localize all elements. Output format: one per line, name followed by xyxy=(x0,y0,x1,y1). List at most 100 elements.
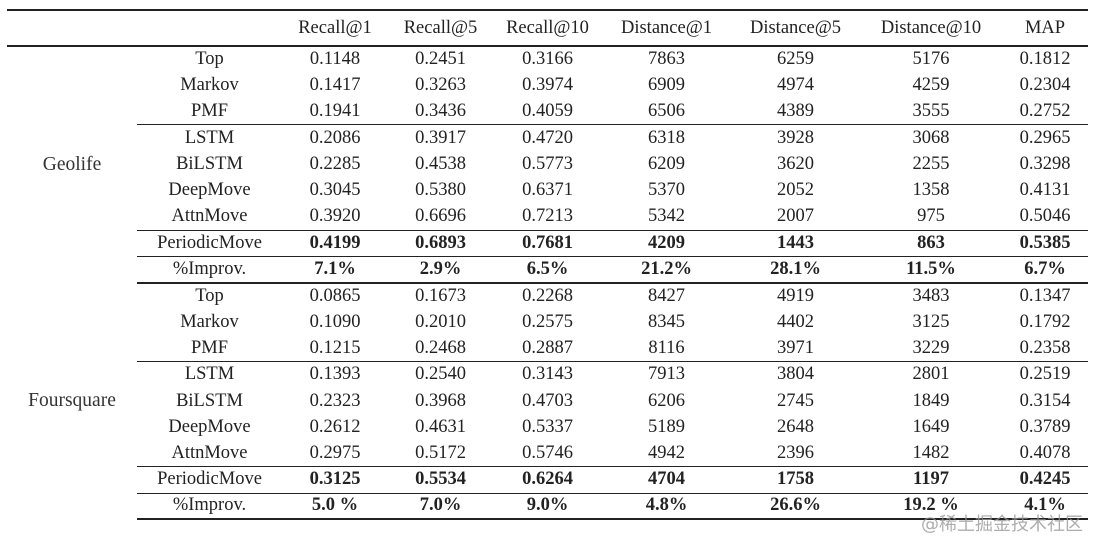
metric-value: 0.2975 xyxy=(309,442,361,463)
table-row: AttnMove 0.3920 0.6696 0.7213 5342 2007 975 0.5… xyxy=(7,204,1088,230)
table-row: DeepMove 0.2612 0.4631 0.5337 5189 2648 1649 0.… xyxy=(7,414,1088,440)
metric-value: 4919 xyxy=(777,285,814,306)
metric-value: 3068 xyxy=(860,124,1002,152)
table-row: Geolife Top 0.1148 0.2451 0.3166 7863 6259 5176… xyxy=(7,46,1088,175)
metric-value: 2052 xyxy=(777,180,814,201)
metric-value: 28.1% xyxy=(731,255,860,284)
metric-value: 9.0% xyxy=(493,492,602,521)
table-row: PMF 0.1941 0.3436 0.4059 6506 4389 3555 0.2752 xyxy=(7,99,1088,125)
metric-value: 0.2451 xyxy=(415,49,466,70)
header-blank-method xyxy=(137,9,282,47)
table-body: Geolife Top 0.1148 0.2451 0.3166 7863 6259 5176… xyxy=(7,46,1088,521)
metric-value: 0.3298 xyxy=(1019,153,1071,174)
metric-value: 1649 xyxy=(912,416,950,437)
metric-value: 0.2612 xyxy=(309,416,361,437)
metric-value: 3555 xyxy=(912,100,950,121)
table-row: BiLSTM 0.2323 0.3968 0.4703 6206 2745 1849 0.31… xyxy=(7,388,1088,414)
metric-value: 0.2519 xyxy=(1002,361,1088,388)
table-row: Markov 0.1417 0.3263 0.3974 6909 4974 4259 0.23… xyxy=(7,72,1088,98)
metric-value: 0.5337 xyxy=(522,416,573,437)
metric-value: 7.0% xyxy=(388,492,493,521)
header-blank-dataset xyxy=(7,9,137,47)
metric-value: 4.8% xyxy=(602,492,731,521)
method-label: Markov xyxy=(180,74,239,95)
metric-value: 5370 xyxy=(648,180,685,201)
metric-value: 3971 xyxy=(777,337,814,358)
metric-value: 0.3789 xyxy=(1019,416,1071,437)
metric-value: 0.3968 xyxy=(415,390,466,411)
metric-value: 0.4199 xyxy=(282,229,388,257)
metric-value: 863 xyxy=(860,229,1002,257)
table-row: BiLSTM 0.2285 0.4538 0.5773 6209 3620 2255 0.32… xyxy=(7,151,1088,177)
metric-value: 5342 xyxy=(648,206,685,227)
method-label: %Improv. xyxy=(137,492,282,521)
metric-value: 0.3917 xyxy=(388,124,493,152)
method-label: DeepMove xyxy=(168,180,251,201)
metric-value: 4402 xyxy=(777,311,814,332)
metric-value: 3620 xyxy=(777,153,814,174)
metric-value: 3928 xyxy=(731,124,860,152)
metric-value: 0.4538 xyxy=(415,153,466,174)
method-label: PMF xyxy=(190,100,229,121)
metric-value: 0.1347 xyxy=(1019,285,1071,306)
metric-value: 0.1393 xyxy=(282,361,388,388)
metric-value: 0.4078 xyxy=(1019,442,1071,463)
metric-value: 2396 xyxy=(777,442,814,463)
method-label: BiLSTM xyxy=(176,390,243,411)
metric-value: 0.1792 xyxy=(1019,311,1071,332)
metric-value: 6259 xyxy=(777,49,814,70)
method-label: Top xyxy=(195,285,224,306)
metric-value: 11.5% xyxy=(860,255,1002,284)
metric-value: 0.2086 xyxy=(282,124,388,152)
table-row: AttnMove 0.2975 0.5172 0.5746 4942 2396 1482 0.… xyxy=(7,440,1088,466)
table-row: %Improv. 5.0 % 7.0% 9.0% 4.8% 26.6% 19.2 % 4.1% xyxy=(7,492,1088,521)
metric-value: 3125 xyxy=(912,311,950,332)
header-map: MAP xyxy=(1002,9,1088,47)
metric-value: 0.2304 xyxy=(1019,74,1071,95)
metric-value: 5176 xyxy=(912,49,950,70)
metric-value: 0.2887 xyxy=(522,337,573,358)
metric-value: 4259 xyxy=(912,74,950,95)
metric-value: 4389 xyxy=(777,100,814,121)
metric-value: 0.7681 xyxy=(493,229,602,257)
metric-value: 5189 xyxy=(648,416,685,437)
method-label: LSTM xyxy=(137,124,282,152)
metric-value: 0.5380 xyxy=(415,180,466,201)
metric-value: 0.2358 xyxy=(1019,337,1071,358)
metric-value: 6909 xyxy=(648,74,685,95)
metric-value: 8116 xyxy=(648,337,685,358)
metric-value: 0.5172 xyxy=(415,442,466,463)
dataset-label: Geolife xyxy=(42,153,102,175)
metric-value: 0.6264 xyxy=(493,466,602,494)
metric-value: 2.9% xyxy=(388,255,493,284)
metric-value: 21.2% xyxy=(602,255,731,284)
metric-value: 0.3974 xyxy=(522,74,573,95)
table-row: LSTM 0.2086 0.3917 0.4720 6318 3928 3068 0.2965 xyxy=(7,124,1088,152)
metric-value: 2801 xyxy=(860,361,1002,388)
metric-value: 0.3154 xyxy=(1019,390,1071,411)
results-table: Recall@1 Recall@5 Recall@10 Distance@1 Dista… xyxy=(7,9,1088,521)
metric-value: 6.5% xyxy=(493,255,602,284)
method-label: LSTM xyxy=(137,361,282,388)
metric-value: 0.3436 xyxy=(415,100,466,121)
table-row: DeepMove 0.3045 0.5380 0.6371 5370 2052 1358 0.… xyxy=(7,177,1088,203)
metric-value: 7.1% xyxy=(282,255,388,284)
metric-value: 4704 xyxy=(602,466,731,494)
table-row: PeriodicMove 0.3125 0.5534 0.6264 4704 1758 11… xyxy=(7,466,1088,494)
method-label: PeriodicMove xyxy=(137,229,282,257)
metric-value: 0.5746 xyxy=(522,442,573,463)
method-label: Top xyxy=(195,49,224,70)
table-row: Foursquare Top 0.0865 0.1673 0.2268 8427 4919 3… xyxy=(7,283,1088,411)
metric-value: 0.1090 xyxy=(309,311,361,332)
table-row: %Improv. 7.1% 2.9% 6.5% 21.2% 28.1% 11.5% 6.7% xyxy=(7,255,1088,284)
metric-value: 0.2575 xyxy=(522,311,573,332)
table-row: LSTM 0.1393 0.2540 0.3143 7913 3804 2801 0.2519 xyxy=(7,361,1088,388)
metric-value: 26.6% xyxy=(731,492,860,521)
table-row: PMF 0.1215 0.2468 0.2887 8116 3971 3229 0.2358 xyxy=(7,335,1088,361)
method-label: %Improv. xyxy=(137,255,282,284)
metric-value: 4209 xyxy=(602,229,731,257)
metric-value: 0.2468 xyxy=(415,337,466,358)
metric-value: 0.3920 xyxy=(309,206,361,227)
metric-value: 7863 xyxy=(648,49,685,70)
metric-value: 0.2752 xyxy=(1019,100,1071,121)
